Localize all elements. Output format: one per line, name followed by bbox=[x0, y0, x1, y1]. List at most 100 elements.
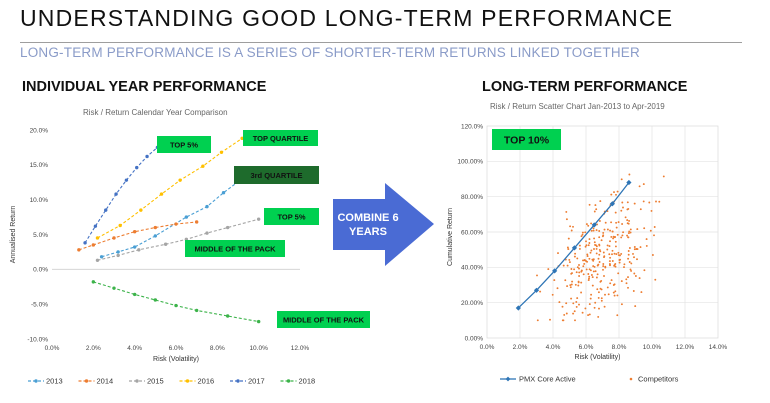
competitor-point bbox=[620, 280, 623, 283]
competitor-point bbox=[574, 252, 577, 255]
competitor-point bbox=[658, 200, 661, 203]
competitor-point bbox=[588, 238, 591, 241]
legend-marker-2017 bbox=[236, 379, 240, 383]
competitor-point bbox=[570, 297, 573, 300]
competitor-point bbox=[604, 221, 607, 224]
competitor-point bbox=[615, 221, 618, 224]
competitor-point bbox=[588, 275, 591, 278]
competitor-point bbox=[623, 266, 625, 269]
competitor-point bbox=[594, 270, 597, 273]
series-point-2015 bbox=[116, 253, 120, 258]
left-x-tick: 8.0% bbox=[210, 345, 225, 352]
competitor-point bbox=[600, 279, 603, 282]
competitor-point bbox=[614, 240, 617, 243]
competitor-point bbox=[588, 277, 590, 280]
competitor-point bbox=[602, 268, 604, 271]
competitor-point bbox=[585, 260, 587, 262]
competitor-point bbox=[592, 270, 595, 273]
competitor-point bbox=[573, 268, 576, 271]
competitor-point bbox=[578, 303, 580, 306]
competitor-point bbox=[592, 229, 595, 232]
competitor-point bbox=[602, 231, 605, 234]
competitor-point bbox=[590, 229, 593, 232]
series-point-2014 bbox=[77, 248, 81, 252]
annotation-tag bbox=[234, 166, 319, 184]
series-point-2015 bbox=[163, 242, 168, 246]
legend-label: 2013 bbox=[46, 377, 63, 386]
competitor-point bbox=[628, 247, 631, 249]
right-chart: 0.00% 20.00% 40.00% 60.00% 80.00% 100.00% 120.… bbox=[447, 123, 727, 383]
competitor-point bbox=[570, 268, 573, 270]
competitor-point bbox=[635, 248, 638, 251]
right-y-tick: 80.00% bbox=[461, 194, 483, 201]
competitor-point bbox=[602, 263, 605, 265]
competitor-point bbox=[626, 208, 629, 211]
competitor-point bbox=[615, 193, 617, 196]
competitor-point bbox=[609, 282, 612, 285]
competitor-point bbox=[598, 230, 601, 232]
competitor-point bbox=[582, 273, 585, 276]
series-point-2013 bbox=[99, 255, 104, 259]
competitor-point bbox=[578, 267, 580, 270]
competitor-point bbox=[614, 265, 617, 268]
competitor-point bbox=[616, 294, 619, 297]
left-y-tick: 10.0% bbox=[30, 197, 49, 204]
competitor-point bbox=[603, 228, 606, 231]
competitor-point bbox=[599, 287, 602, 290]
competitor-point bbox=[603, 305, 606, 308]
competitor-point bbox=[567, 248, 570, 251]
annotation-tag-label: TOP QUARTILE bbox=[253, 134, 309, 143]
left-x-tick: 10.0% bbox=[249, 345, 268, 352]
competitor-point bbox=[593, 306, 596, 309]
competitor-point bbox=[608, 245, 611, 248]
competitor-point bbox=[598, 220, 601, 222]
competitor-point bbox=[581, 231, 584, 234]
competitor-point bbox=[578, 244, 581, 247]
competitor-point bbox=[585, 223, 588, 226]
left-y-tick: 20.0% bbox=[30, 127, 49, 134]
competitor-point bbox=[613, 264, 616, 267]
competitor-point bbox=[572, 312, 575, 315]
competitor-point bbox=[585, 244, 588, 247]
right-y-tick: 120.0% bbox=[461, 123, 483, 130]
competitor-point bbox=[578, 264, 580, 266]
right-y-tick: 20.00% bbox=[461, 300, 483, 307]
competitor-point bbox=[565, 218, 568, 221]
competitor-point bbox=[612, 235, 615, 238]
legend-label: 2016 bbox=[198, 377, 215, 386]
competitor-point bbox=[633, 202, 636, 205]
left-y-tick: 0.0% bbox=[33, 267, 48, 274]
competitor-point bbox=[588, 203, 591, 206]
left-y-tick: -10.0% bbox=[27, 336, 48, 343]
series-point-2014 bbox=[112, 236, 116, 240]
left-x-tick: 6.0% bbox=[169, 345, 184, 352]
competitor-point bbox=[589, 251, 592, 254]
series-line-2018 bbox=[93, 281, 259, 323]
competitor-point bbox=[570, 229, 573, 232]
competitor-point bbox=[584, 245, 587, 248]
competitor-point bbox=[596, 288, 599, 291]
series-point-2017 bbox=[135, 165, 139, 170]
right-x-tick: 10.0% bbox=[643, 344, 662, 351]
competitor-point bbox=[593, 248, 595, 250]
right-x-tick: 6.0% bbox=[579, 344, 594, 351]
series-point-2017 bbox=[114, 192, 118, 196]
competitor-point bbox=[578, 275, 581, 277]
series-point-2014 bbox=[174, 222, 178, 226]
left-chart-title: Risk / Return Calendar Year Comparison bbox=[83, 108, 228, 117]
competitor-point bbox=[595, 229, 598, 232]
competitor-point bbox=[588, 242, 591, 244]
competitor-point bbox=[536, 274, 538, 277]
competitor-point bbox=[614, 290, 617, 293]
competitor-point bbox=[598, 236, 601, 239]
series-point-2015 bbox=[95, 258, 100, 262]
competitor-point bbox=[614, 211, 617, 214]
competitor-point bbox=[616, 190, 619, 193]
competitor-point bbox=[539, 290, 542, 293]
top-10-badge-label: TOP 10% bbox=[504, 135, 550, 147]
competitor-point bbox=[617, 254, 620, 257]
competitor-point bbox=[576, 257, 579, 260]
series-line-2016 bbox=[97, 137, 243, 239]
left-y-axis-label: Annualised Return bbox=[10, 206, 17, 264]
competitor-point bbox=[629, 268, 632, 271]
